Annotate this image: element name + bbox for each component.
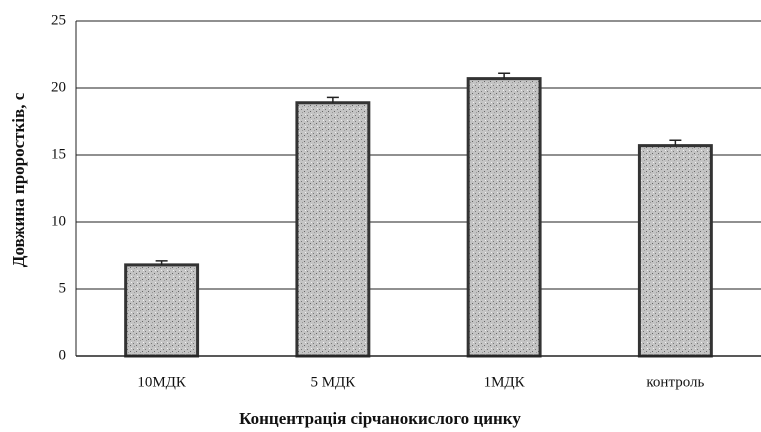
y-axis-label: Довжина проростків, с bbox=[9, 92, 28, 267]
bar bbox=[295, 101, 371, 358]
y-tick-label: 20 bbox=[51, 79, 66, 95]
bar bbox=[466, 77, 542, 358]
y-tick-label: 15 bbox=[51, 146, 66, 162]
x-tick-label: 1МДК bbox=[484, 374, 526, 390]
y-tick-label: 10 bbox=[51, 213, 66, 229]
y-tick-label: 25 bbox=[51, 12, 66, 28]
y-tick-label: 0 bbox=[59, 347, 67, 363]
bar bbox=[637, 144, 713, 358]
bar bbox=[124, 263, 200, 358]
x-tick-label: 5 МДК bbox=[310, 374, 356, 390]
x-axis-label: Концентрація сірчанокислого цинку bbox=[239, 409, 521, 428]
y-tick-label: 5 bbox=[59, 280, 67, 296]
x-tick-label: 10МДК bbox=[137, 374, 187, 390]
x-tick-label: контроль bbox=[646, 374, 704, 390]
